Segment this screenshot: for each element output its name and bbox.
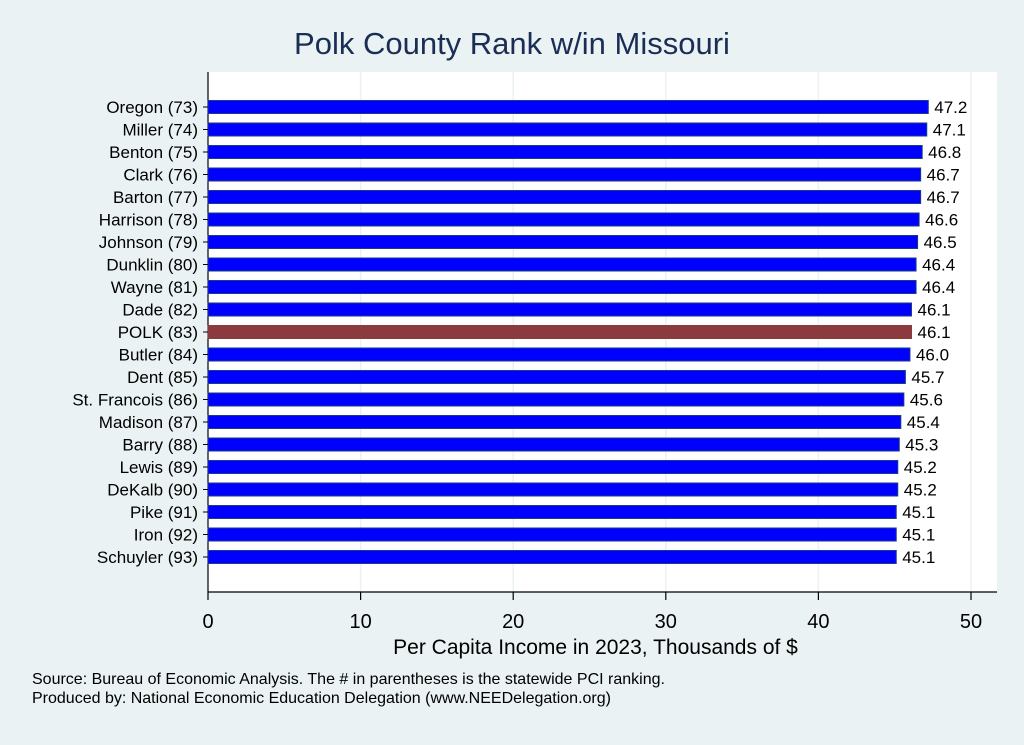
- bar-value-label: 47.2: [934, 98, 967, 117]
- chart-title: Polk County Rank w/in Missouri: [294, 26, 730, 61]
- bar: [207, 550, 897, 564]
- x-axis-label: Per Capita Income in 2023, Thousands of …: [393, 636, 798, 659]
- bar: [207, 280, 917, 294]
- y-tick-label: DeKalb (90): [107, 481, 198, 500]
- bar: [207, 505, 897, 519]
- bar: [207, 212, 920, 227]
- y-tick-label: Johnson (79): [99, 233, 198, 252]
- source-note: Source: Bureau of Economic Analysis. The…: [32, 671, 665, 688]
- y-tick-label: Harrison (78): [99, 211, 198, 230]
- bar-value-label: 45.2: [904, 481, 937, 500]
- bar-value-label: 46.8: [928, 143, 961, 162]
- bar-value-label: 45.6: [910, 391, 943, 410]
- bar-value-label: 45.2: [904, 458, 937, 477]
- bar: [207, 347, 911, 362]
- bar-value-label: 46.5: [924, 233, 957, 252]
- bar: [207, 460, 899, 474]
- y-tick-label: POLK (83): [118, 323, 198, 342]
- bar-value-label: 45.7: [911, 368, 944, 387]
- producer-note: Produced by: National Economic Education…: [32, 690, 611, 707]
- x-tick-label: 0: [202, 611, 213, 633]
- y-tick-label: Iron (92): [134, 526, 198, 545]
- highlight-bar: [207, 325, 912, 339]
- bar-value-label: 45.3: [905, 436, 938, 455]
- x-tick-label: 40: [807, 611, 829, 633]
- x-tick-label: 30: [655, 611, 677, 633]
- bar: [207, 302, 912, 317]
- y-tick-label: Lewis (89): [120, 458, 198, 477]
- y-tick-label: Barry (88): [122, 436, 198, 455]
- bar-value-label: 46.4: [922, 256, 955, 275]
- y-tick-label: St. Francois (86): [72, 391, 198, 410]
- bar: [207, 100, 929, 114]
- y-tick-label: Miller (74): [122, 121, 198, 140]
- bar-value-label: 46.4: [922, 278, 955, 297]
- y-tick-label: Wayne (81): [111, 278, 198, 297]
- y-tick-label: Butler (84): [119, 346, 198, 365]
- bar: [207, 392, 905, 407]
- y-tick-label: Schuyler (93): [97, 548, 198, 567]
- bar-value-label: 45.1: [902, 503, 935, 522]
- y-tick-label: Dade (82): [122, 301, 198, 320]
- y-tick-label: Benton (75): [109, 143, 198, 162]
- bar-value-label: 45.1: [902, 548, 935, 567]
- bar-value-label: 46.0: [916, 346, 949, 365]
- bar-value-label: 46.7: [927, 166, 960, 185]
- bar-value-label: 45.4: [907, 413, 940, 432]
- bar-value-label: 45.1: [902, 526, 935, 545]
- y-tick-label: Madison (87): [99, 413, 198, 432]
- y-tick-label: Barton (77): [113, 188, 198, 207]
- bar: [207, 437, 900, 452]
- y-tick-label: Oregon (73): [106, 98, 198, 117]
- y-tick-label: Clark (76): [123, 166, 198, 185]
- bar: [207, 527, 897, 542]
- bar-value-label: 47.1: [933, 121, 966, 140]
- bar: [207, 122, 928, 137]
- y-tick-label: Dent (85): [127, 368, 198, 387]
- bar: [207, 145, 923, 159]
- bar-value-label: 46.1: [917, 301, 950, 320]
- bar-value-label: 46.6: [925, 211, 958, 230]
- bar: [207, 370, 906, 384]
- bar: [207, 257, 917, 272]
- bar-value-label: 46.1: [917, 323, 950, 342]
- y-tick-label: Dunklin (80): [106, 256, 198, 275]
- x-tick-label: 50: [960, 611, 982, 633]
- bar: [207, 415, 902, 429]
- x-tick-label: 10: [349, 611, 371, 633]
- bar: [207, 235, 919, 249]
- bar: [207, 190, 922, 204]
- y-tick-label: Pike (91): [130, 503, 198, 522]
- x-tick-label: 20: [502, 611, 524, 633]
- bar: [207, 167, 922, 182]
- bar-value-label: 46.7: [927, 188, 960, 207]
- bar: [207, 482, 899, 497]
